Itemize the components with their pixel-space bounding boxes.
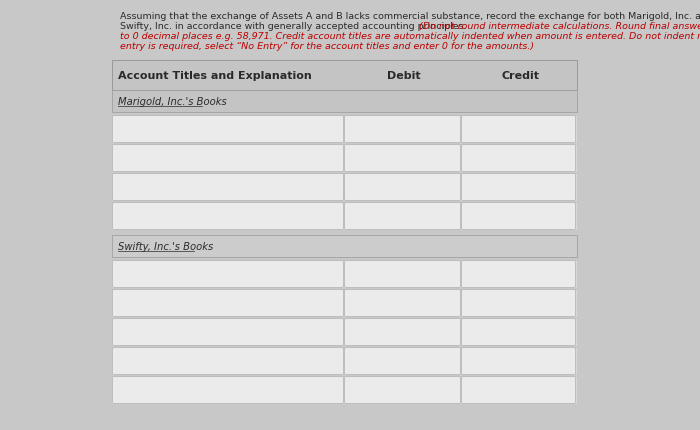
Text: Account Titles and Explanation: Account Titles and Explanation — [118, 71, 312, 81]
Bar — [112, 348, 577, 375]
FancyBboxPatch shape — [461, 319, 575, 345]
FancyBboxPatch shape — [461, 347, 575, 375]
Bar — [112, 290, 577, 317]
FancyBboxPatch shape — [344, 116, 461, 142]
FancyBboxPatch shape — [344, 261, 461, 288]
Bar — [112, 377, 577, 404]
Bar — [112, 60, 577, 90]
Bar — [112, 90, 577, 112]
FancyBboxPatch shape — [113, 319, 344, 345]
FancyBboxPatch shape — [344, 144, 461, 172]
Text: (Do not round intermediate calculations. Round final answer: (Do not round intermediate calculations.… — [419, 22, 700, 31]
Text: Marigold, Inc.'s Books: Marigold, Inc.'s Books — [118, 97, 227, 107]
FancyBboxPatch shape — [461, 377, 575, 403]
FancyBboxPatch shape — [113, 289, 344, 316]
FancyBboxPatch shape — [461, 144, 575, 172]
FancyBboxPatch shape — [344, 377, 461, 403]
Text: to 0 decimal places e.g. 58,971. Credit account titles are automatically indente: to 0 decimal places e.g. 58,971. Credit … — [120, 32, 700, 41]
Bar — [112, 319, 577, 346]
FancyBboxPatch shape — [461, 116, 575, 142]
FancyBboxPatch shape — [344, 319, 461, 345]
FancyBboxPatch shape — [461, 289, 575, 316]
Bar — [112, 261, 577, 288]
Text: Assuming that the exchange of Assets A and B lacks commercial substance, record : Assuming that the exchange of Assets A a… — [120, 12, 700, 21]
Text: entry is required, select “No Entry” for the account titles and enter 0 for the : entry is required, select “No Entry” for… — [120, 42, 534, 51]
Bar — [112, 116, 577, 143]
FancyBboxPatch shape — [461, 203, 575, 230]
FancyBboxPatch shape — [461, 261, 575, 288]
Text: Swifty, Inc. in accordance with generally accepted accounting principles.: Swifty, Inc. in accordance with generall… — [120, 22, 470, 31]
FancyBboxPatch shape — [344, 203, 461, 230]
Text: Debit: Debit — [386, 71, 420, 81]
Bar — [112, 235, 577, 257]
FancyBboxPatch shape — [113, 144, 344, 172]
FancyBboxPatch shape — [344, 347, 461, 375]
Bar — [112, 174, 577, 201]
FancyBboxPatch shape — [113, 377, 344, 403]
FancyBboxPatch shape — [113, 347, 344, 375]
Text: Swifty, Inc.'s Books: Swifty, Inc.'s Books — [118, 242, 214, 252]
FancyBboxPatch shape — [113, 203, 344, 230]
Bar — [112, 145, 577, 172]
FancyBboxPatch shape — [344, 289, 461, 316]
FancyBboxPatch shape — [113, 116, 344, 142]
Text: Credit: Credit — [501, 71, 540, 81]
FancyBboxPatch shape — [113, 173, 344, 200]
FancyBboxPatch shape — [461, 173, 575, 200]
Bar — [112, 203, 577, 230]
FancyBboxPatch shape — [113, 261, 344, 288]
FancyBboxPatch shape — [344, 173, 461, 200]
